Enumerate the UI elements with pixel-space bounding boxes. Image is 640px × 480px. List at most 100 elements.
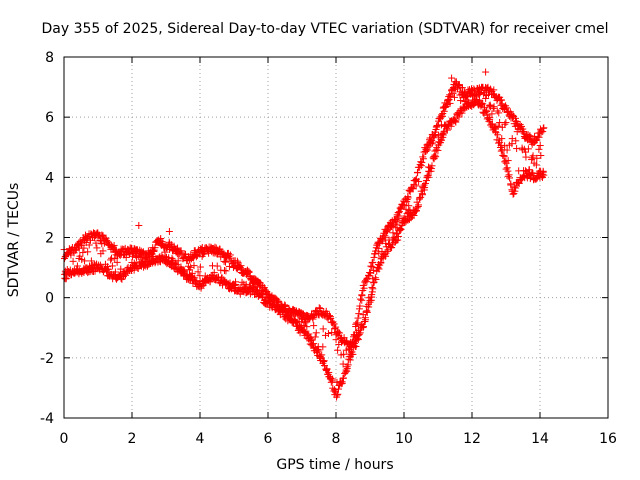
data-point	[327, 314, 335, 322]
data-point	[190, 262, 198, 270]
data-point	[315, 346, 323, 354]
data-point	[537, 151, 545, 159]
data-point	[374, 244, 382, 252]
y-tick-label: -2	[40, 351, 54, 367]
data-point	[419, 191, 427, 199]
x-tick-label: 2	[128, 431, 137, 447]
data-point	[69, 257, 77, 265]
data-point	[370, 266, 378, 274]
data-point	[508, 135, 516, 143]
data-point	[414, 169, 422, 177]
data-point	[485, 117, 493, 125]
data-point	[107, 256, 115, 264]
data-point	[302, 318, 310, 326]
data-point	[220, 257, 228, 265]
data-point	[194, 268, 202, 276]
data-point	[334, 390, 342, 398]
data-point	[424, 163, 432, 171]
data-point	[269, 301, 277, 309]
data-point	[504, 157, 512, 165]
data-point	[393, 220, 401, 228]
data-point	[305, 330, 313, 338]
data-point	[437, 136, 445, 144]
data-point	[413, 204, 421, 212]
data-point	[494, 122, 502, 130]
x-tick-label: 10	[395, 431, 413, 447]
y-tick-label: 8	[45, 50, 54, 66]
data-point	[309, 315, 317, 323]
data-point	[355, 330, 363, 338]
data-point	[315, 304, 323, 312]
data-point	[490, 86, 498, 94]
data-point	[430, 132, 438, 140]
x-tick-label: 12	[463, 431, 481, 447]
x-tick-label: 6	[264, 431, 273, 447]
data-point	[232, 278, 240, 286]
data-point	[363, 308, 371, 316]
data-point	[528, 169, 536, 177]
data-point	[438, 111, 446, 119]
data-point	[242, 280, 250, 288]
data-point	[430, 134, 438, 142]
data-point	[370, 253, 378, 261]
y-tick-label: 0	[45, 291, 54, 307]
data-point	[397, 225, 405, 233]
x-tick-label: 8	[332, 431, 341, 447]
data-point	[422, 145, 430, 153]
y-axis-label: SDTVAR / TECUs	[6, 183, 22, 298]
data-point	[497, 147, 505, 155]
data-point	[113, 258, 121, 266]
data-point	[421, 184, 429, 192]
data-point	[449, 89, 457, 97]
data-point	[366, 269, 374, 277]
data-point	[133, 246, 141, 254]
data-point	[375, 265, 383, 273]
data-point	[339, 374, 347, 382]
data-point	[446, 99, 454, 107]
data-point	[447, 122, 455, 130]
data-point	[494, 131, 502, 139]
data-point	[130, 266, 138, 274]
data-point	[352, 342, 360, 350]
data-point	[421, 179, 429, 187]
data-point	[188, 272, 196, 280]
data-point	[291, 317, 299, 325]
data-point	[103, 236, 111, 244]
data-point	[79, 249, 87, 257]
data-point	[448, 74, 456, 82]
data-point	[360, 284, 368, 292]
data-point	[92, 239, 100, 247]
data-point	[522, 153, 530, 161]
data-point	[371, 250, 379, 258]
data-point	[489, 104, 497, 112]
data-point	[320, 357, 328, 365]
data-point	[501, 142, 509, 150]
data-point	[451, 117, 459, 125]
data-point	[355, 310, 363, 318]
data-point	[458, 109, 466, 117]
data-point	[533, 154, 541, 162]
data-point	[430, 154, 438, 162]
data-point	[356, 329, 364, 337]
data-point	[354, 314, 362, 322]
data-point	[501, 158, 509, 166]
data-point	[349, 350, 357, 358]
data-point	[188, 253, 196, 261]
data-point	[330, 320, 338, 328]
y-tick-label: 2	[45, 231, 54, 247]
data-point	[423, 146, 431, 154]
data-point	[369, 285, 377, 293]
data-point	[440, 129, 448, 137]
data-point	[459, 84, 467, 92]
data-point	[446, 91, 454, 99]
data-point	[495, 109, 503, 117]
data-point	[210, 269, 218, 277]
data-point	[529, 152, 537, 160]
data-point	[237, 262, 245, 270]
data-point	[332, 336, 340, 344]
data-point	[405, 202, 413, 210]
data-point	[392, 216, 400, 224]
data-point	[509, 190, 517, 198]
y-tick-label: 6	[45, 110, 54, 126]
data-point	[343, 364, 351, 372]
